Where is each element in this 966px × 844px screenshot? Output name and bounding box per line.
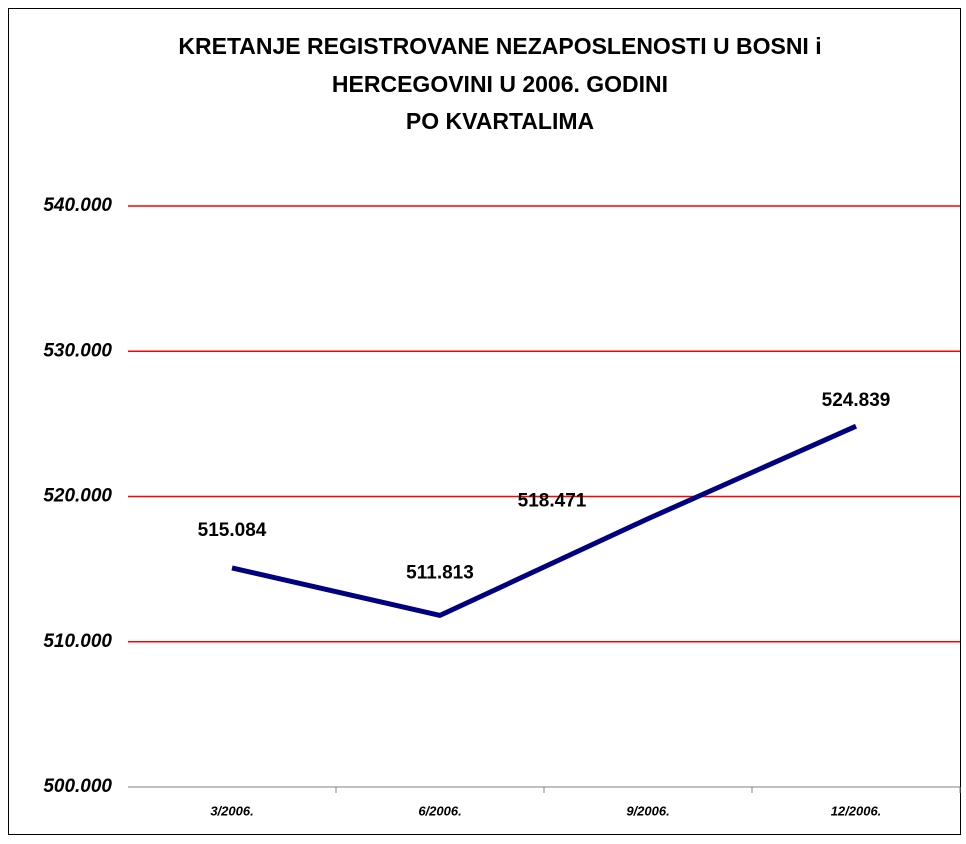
data-label: 511.813 (406, 562, 474, 583)
x-tick-label: 6/2006. (418, 803, 461, 818)
y-tick-label: 520.000 (43, 486, 112, 507)
chart-title: KRETANJE REGISTROVANE NEZAPOSLENOSTI U B… (178, 33, 821, 59)
x-tick-label: 9/2006. (626, 803, 669, 818)
chart-border (8, 8, 961, 835)
x-tick-label: 12/2006. (831, 803, 882, 818)
data-label: 524.839 (822, 390, 891, 411)
y-tick-label: 540.000 (43, 195, 112, 216)
y-tick-label: 530.000 (43, 340, 112, 361)
data-line (231, 423, 858, 618)
data-label: 515.084 (198, 520, 267, 541)
y-tick-label: 510.000 (43, 631, 112, 652)
chart-title: PO KVARTALIMA (406, 108, 594, 134)
y-tick-label: 500.000 (43, 776, 112, 797)
chart-title: HERCEGOVINI U 2006. GODINI (332, 71, 668, 97)
data-label: 518.471 (518, 491, 587, 512)
x-tick-label: 3/2006. (210, 803, 253, 818)
